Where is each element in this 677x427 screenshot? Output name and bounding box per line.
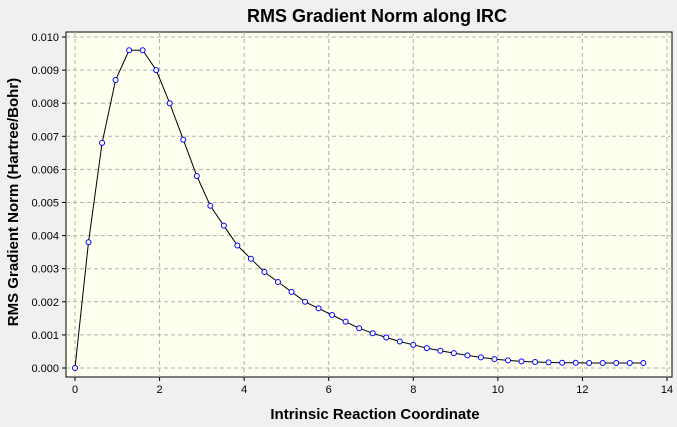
y-tick-label: 0.009	[31, 65, 59, 77]
data-point	[234, 242, 241, 249]
data-point	[329, 312, 336, 319]
data-point	[477, 354, 484, 361]
y-axis-label: RMS Gradient Norm (Hartree/Bohr)	[5, 78, 22, 326]
x-tick-label: 14	[661, 384, 673, 396]
plot-area	[65, 31, 673, 378]
data-point	[464, 352, 471, 359]
x-tick-label: 4	[241, 384, 247, 396]
data-point	[288, 288, 295, 295]
data-point	[423, 345, 430, 352]
y-tick-label: 0.006	[31, 164, 59, 176]
y-tick-label: 0.008	[31, 98, 59, 110]
data-point	[505, 357, 512, 364]
data-point	[545, 359, 552, 366]
data-point	[99, 139, 106, 146]
x-tick-label: 6	[326, 384, 332, 396]
data-point	[302, 298, 309, 305]
data-point	[613, 360, 620, 367]
data-point	[640, 360, 647, 367]
y-tick-label: 0.001	[31, 330, 59, 342]
data-point	[586, 360, 593, 367]
data-point	[532, 359, 539, 366]
data-point	[139, 47, 146, 54]
data-point	[383, 334, 390, 341]
data-point	[518, 358, 525, 365]
axes: 0 2 4 6 8 10 12 14 0.000 0.001 0.002 0.003 0.004 0.00…	[31, 32, 673, 396]
data-point	[369, 330, 376, 337]
x-tick-label: 12	[576, 384, 588, 396]
data-point	[356, 325, 363, 332]
data-point	[207, 202, 214, 209]
data-point	[126, 47, 133, 54]
data-point	[153, 67, 160, 74]
x-tick-label: 0	[72, 384, 78, 396]
data-point	[85, 239, 92, 246]
x-tick-label: 8	[410, 384, 416, 396]
data-point	[491, 356, 498, 363]
data-point	[342, 318, 349, 325]
y-tick-label: 0.003	[31, 264, 59, 276]
data-point	[180, 136, 187, 143]
y-tick-label: 0.000	[31, 363, 59, 375]
data-point	[626, 360, 633, 367]
data-point	[396, 338, 403, 345]
data-point	[193, 173, 200, 180]
chart-title: RMS Gradient Norm along IRC	[247, 6, 507, 26]
data-point	[220, 222, 227, 229]
x-tick-label: 10	[492, 384, 504, 396]
data-point	[274, 278, 281, 285]
data-point	[72, 365, 78, 371]
data-point	[599, 360, 606, 367]
y-tick-label: 0.005	[31, 198, 59, 210]
data-point	[450, 350, 457, 357]
data-point	[247, 255, 254, 262]
y-tick-label: 0.007	[31, 131, 59, 143]
data-point	[572, 359, 579, 366]
x-tick-label: 2	[157, 384, 163, 396]
y-tick-label: 0.002	[31, 297, 59, 309]
data-point	[261, 269, 268, 276]
data-point	[112, 77, 119, 84]
data-point	[437, 347, 444, 354]
x-axis-label: Intrinsic Reaction Coordinate	[270, 406, 479, 423]
data-point	[410, 341, 417, 348]
y-tick-label: 0.010	[31, 32, 59, 44]
y-tick-label: 0.004	[31, 231, 59, 243]
series	[72, 47, 647, 371]
data-point	[559, 359, 566, 366]
data-point	[166, 100, 173, 107]
data-point	[315, 305, 322, 312]
